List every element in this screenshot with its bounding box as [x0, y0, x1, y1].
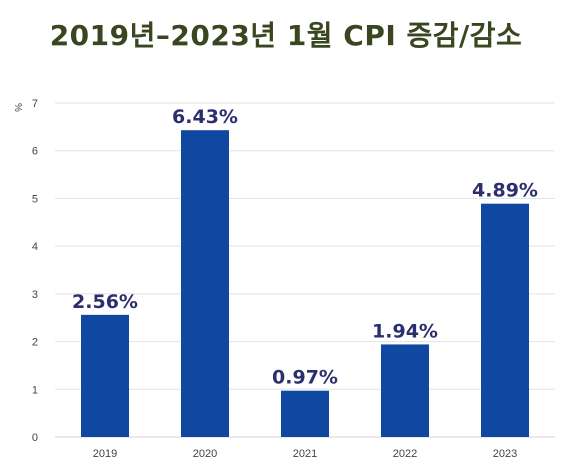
y-tick-label: 3: [32, 289, 38, 301]
x-tick-labels: 2019 2020 2021 2022 2023: [93, 448, 517, 460]
y-tick-label: 7: [32, 98, 38, 110]
bar-2021: [281, 390, 329, 437]
y-tick-label: 0: [32, 432, 38, 444]
data-label-2022: 1.94%: [372, 320, 438, 342]
x-tick-label-2023: 2023: [493, 448, 517, 460]
y-tick-label: 6: [32, 146, 38, 158]
data-label-2021: 0.97%: [272, 367, 338, 389]
data-label-2020: 6.43%: [172, 106, 238, 128]
x-tick-label-2021: 2021: [293, 448, 317, 460]
y-tick-label: 4: [32, 241, 38, 253]
y-tick-labels: 0 1 2 3 4 5 6 7: [32, 98, 38, 444]
data-labels: 2.56% 6.43% 0.97% 1.94% 4.89%: [72, 106, 538, 389]
x-tick-label-2022: 2022: [393, 448, 417, 460]
x-tick-label-2020: 2020: [193, 448, 217, 460]
bar-2020: [181, 130, 229, 437]
data-label-2019: 2.56%: [72, 291, 138, 313]
data-label-2023: 4.89%: [472, 180, 538, 202]
bar-2023: [481, 203, 529, 437]
x-tick-label-2019: 2019: [93, 448, 117, 460]
y-tick-label: 2: [32, 337, 38, 349]
bars: [81, 130, 529, 437]
bar-2019: [81, 314, 129, 437]
y-axis-unit-label: %: [12, 103, 23, 112]
y-tick-label: 5: [32, 193, 38, 205]
grid-lines: [55, 102, 555, 438]
bar-2022: [381, 344, 429, 437]
y-tick-label: 1: [32, 384, 38, 396]
chart-title: 2019년–2023년 1월 CPI 증감/감소: [49, 19, 523, 52]
